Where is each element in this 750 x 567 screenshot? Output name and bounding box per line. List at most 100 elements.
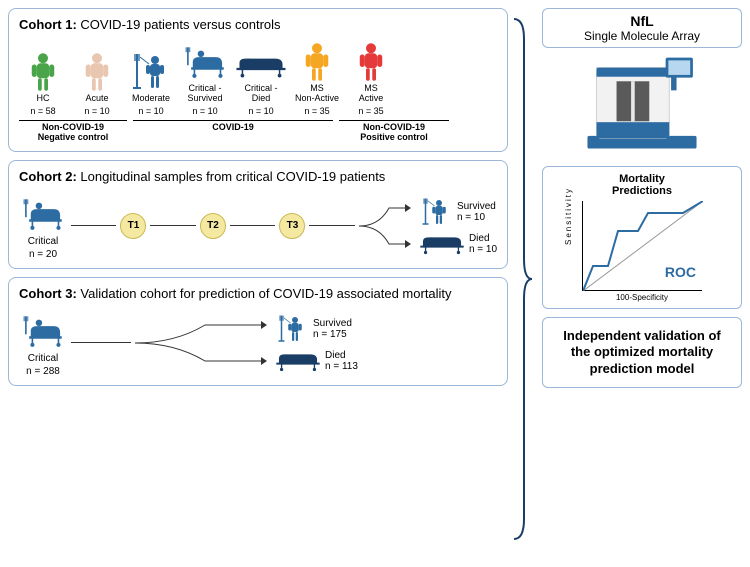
cohort1-item: Moderate n = 10: [127, 50, 175, 116]
cohort1-item-n: n = 58: [30, 106, 55, 116]
cohort1-item-label: Moderate: [132, 94, 170, 104]
mortality-title: Mortality Predictions: [549, 173, 735, 197]
outcome-label: Died: [325, 350, 358, 361]
cohort2-flow: Critical n = 20 T1 T2 T3: [19, 192, 497, 260]
cohort1-item: Critical - Survived n = 10: [181, 40, 229, 116]
roc-label: ROC: [665, 264, 696, 280]
cohort1-item-label: MS Non-Active: [295, 84, 339, 104]
cohort1-item: Acute n = 10: [73, 50, 121, 116]
cohort1-title-rest: COVID-19 patients versus controls: [77, 17, 281, 32]
outcome-row: Survived n = 10: [419, 197, 497, 227]
cohort1-group-label: Non-COVID-19 Positive control: [339, 120, 449, 143]
cohort1-item-label: Acute: [85, 94, 108, 104]
cohort3-box: Cohort 3: Validation cohort for predicti…: [8, 277, 508, 386]
nfl-title: NfL: [549, 13, 735, 29]
outcome-n: n = 175: [313, 329, 352, 340]
person-icon: [80, 50, 114, 92]
cohort3-start-n: n = 288: [26, 366, 60, 377]
cohort1-item-n: n = 10: [84, 106, 109, 116]
outcome-n: n = 10: [469, 244, 497, 255]
flow-line: [309, 225, 354, 226]
person-icon: [26, 50, 60, 92]
cohort3-start: Critical n = 288: [19, 309, 67, 377]
cohort1-item-label: HC: [37, 94, 50, 104]
timepoint-t3: T3: [279, 213, 305, 239]
person-icon: [300, 40, 334, 82]
cohort1-item-n: n = 10: [248, 106, 273, 116]
cohort1-group-label: Non-COVID-19 Negative control: [19, 120, 127, 143]
cohort1-item-label: MS Active: [359, 84, 384, 104]
cohort2-box: Cohort 2: Longitudinal samples from crit…: [8, 160, 508, 269]
cohort3-title: Cohort 3: Validation cohort for predicti…: [19, 286, 497, 301]
outcome-n: n = 10: [457, 212, 496, 223]
iv-icon: [131, 50, 171, 92]
validation-box: Independent validation of the optimized …: [542, 317, 742, 388]
cohort1-item: Critical - Died n = 10: [235, 40, 287, 116]
bed-icon: [235, 40, 287, 82]
roc-yaxis-label: Sensitivity: [564, 187, 573, 245]
cohort1-item-n: n = 10: [192, 106, 217, 116]
bed-icon: [275, 350, 321, 372]
cohort2-title-prefix: Cohort 2:: [19, 169, 77, 184]
roc-xaxis-label: 100-Specificity: [572, 293, 712, 302]
instrument-icon: [587, 54, 697, 154]
cohort2-outcomes: Survived n = 10 Died n = 10: [419, 197, 497, 255]
outcome-label: Survived: [457, 201, 496, 212]
flow-line: [150, 225, 195, 226]
cohort1-title-prefix: Cohort 1:: [19, 17, 77, 32]
cohort2-start: Critical n = 20: [19, 192, 67, 260]
cohort1-item-n: n = 35: [304, 106, 329, 116]
cohort3-title-rest: Validation cohort for prediction of COVI…: [77, 286, 452, 301]
cohort3-start-label: Critical: [28, 353, 59, 364]
flow-line: [230, 225, 275, 226]
cohort3-flow: Critical n = 288 Survive: [19, 309, 497, 377]
outcome-text: Survived n = 175: [313, 318, 352, 340]
outcome-row: Died n = 10: [419, 233, 497, 255]
cohort1-title: Cohort 1: COVID-19 patients versus contr…: [19, 17, 497, 32]
bed-icon: [419, 233, 465, 255]
icu-icon: [183, 40, 227, 82]
cohort1-item: MS Active n = 35: [347, 40, 395, 116]
outcome-label: Died: [469, 233, 497, 244]
icu-bed-icon: [21, 192, 65, 234]
cohort1-item-n: n = 10: [138, 106, 163, 116]
bracket-icon: [512, 14, 532, 544]
cohort1-item: HC n = 58: [19, 50, 67, 116]
cohort1-box: Cohort 1: COVID-19 patients versus contr…: [8, 8, 508, 152]
timepoint-t2: T2: [200, 213, 226, 239]
cohort3-title-prefix: Cohort 3:: [19, 286, 77, 301]
cohort1-group-labels: Non-COVID-19 Negative control COVID-19 Non…: [19, 120, 497, 143]
cohort1-item-label: Critical - Died: [245, 84, 278, 104]
outcome-label: Survived: [313, 318, 352, 329]
cohort1-group-label: COVID-19: [133, 120, 333, 143]
mortality-box: Mortality Predictions Sensitivity ROC 10…: [542, 166, 742, 309]
cohort1-item-label: Critical - Survived: [187, 84, 222, 104]
cohort2-start-n: n = 20: [29, 249, 57, 260]
cohort2-title-rest: Longitudinal samples from critical COVID…: [77, 169, 386, 184]
outcome-row: Survived n = 175: [275, 314, 358, 344]
branch-icon: [359, 196, 419, 256]
cohort3-outcomes: Survived n = 175 Died n = 113: [275, 314, 358, 372]
branch-icon: [135, 313, 275, 373]
outcome-row: Died n = 113: [275, 350, 358, 372]
cohort1-item-n: n = 35: [358, 106, 383, 116]
flow-line: [71, 225, 116, 226]
outcome-text: Survived n = 10: [457, 201, 496, 223]
outcome-text: Died n = 10: [469, 233, 497, 255]
cohort1-items-row: HC n = 58 Acute n = 10 Moderate n = 10: [19, 40, 497, 116]
roc-chart: ROC: [582, 201, 702, 291]
nfl-box: NfL Single Molecule Array: [542, 8, 742, 48]
validation-text: Independent validation of the optimized …: [563, 328, 720, 376]
outcome-n: n = 113: [325, 361, 358, 372]
cohort1-item: MS Non-Active n = 35: [293, 40, 341, 116]
cohort2-start-label: Critical: [28, 236, 59, 247]
iv-icon: [275, 314, 309, 344]
person-icon: [354, 40, 388, 82]
cohort2-title: Cohort 2: Longitudinal samples from crit…: [19, 169, 497, 184]
flow-line: [71, 342, 131, 343]
timepoint-t1: T1: [120, 213, 146, 239]
iv-icon: [419, 197, 453, 227]
icu-bed-icon: [21, 309, 65, 351]
outcome-text: Died n = 113: [325, 350, 358, 372]
nfl-subtitle: Single Molecule Array: [549, 29, 735, 43]
